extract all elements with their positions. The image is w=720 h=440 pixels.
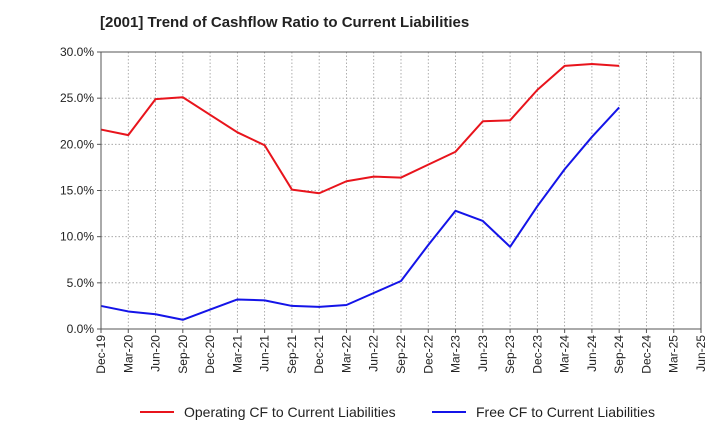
y-tick-label: 20.0% bbox=[60, 137, 94, 151]
x-tick-label: Dec-24 bbox=[639, 335, 653, 374]
x-tick-label: Sep-21 bbox=[285, 335, 299, 374]
legend-item-free-cf: Free CF to Current Liabilities bbox=[432, 404, 655, 420]
x-tick-label: Jun-24 bbox=[585, 335, 599, 372]
y-tick-label: 30.0% bbox=[60, 45, 94, 59]
series-lines bbox=[100, 63, 620, 321]
x-tick-label: Mar-24 bbox=[558, 335, 572, 373]
series-line-operating-cf bbox=[100, 63, 620, 195]
x-tick-label: Dec-23 bbox=[530, 335, 544, 374]
x-tick-label: Jun-25 bbox=[694, 335, 708, 372]
series-line-free-cf bbox=[100, 106, 620, 321]
y-tick-label: 5.0% bbox=[67, 276, 95, 290]
y-axis-ticks: 0.0% 5.0% 10.0% 15.0% 20.0% 25.0% 30.0% bbox=[60, 45, 101, 336]
x-tick-label: Dec-20 bbox=[203, 335, 217, 374]
x-tick-label: Mar-22 bbox=[339, 335, 353, 373]
x-tick-label: Jun-22 bbox=[367, 335, 381, 372]
legend: Operating CF to Current Liabilities Free… bbox=[0, 404, 720, 426]
legend-label-operating-cf: Operating CF to Current Liabilities bbox=[184, 404, 396, 420]
chart-title: [2001] Trend of Cashflow Ratio to Curren… bbox=[100, 14, 470, 31]
y-tick-label: 10.0% bbox=[60, 230, 94, 244]
x-tick-label: Sep-24 bbox=[612, 335, 626, 374]
x-tick-label: Sep-23 bbox=[503, 335, 517, 374]
y-tick-label: 15.0% bbox=[60, 184, 94, 198]
x-tick-label: Jun-21 bbox=[258, 335, 272, 372]
legend-item-operating-cf: Operating CF to Current Liabilities bbox=[140, 404, 396, 420]
x-tick-label: Mar-23 bbox=[449, 335, 463, 373]
x-tick-label: Sep-22 bbox=[394, 335, 408, 374]
y-tick-label: 25.0% bbox=[60, 91, 94, 105]
y-tick-label: 0.0% bbox=[67, 322, 95, 336]
x-axis-ticks: Dec-19 Mar-20 Jun-20 Sep-20 Dec-20 Mar-21 Jun-… bbox=[94, 329, 708, 374]
x-tick-label: Jun-20 bbox=[149, 335, 163, 372]
legend-swatch-free-cf bbox=[432, 411, 466, 413]
x-tick-label: Mar-20 bbox=[121, 335, 135, 373]
x-tick-label: Mar-25 bbox=[667, 335, 681, 373]
x-tick-label: Dec-19 bbox=[94, 335, 108, 374]
x-tick-label: Sep-20 bbox=[176, 335, 190, 374]
legend-label-free-cf: Free CF to Current Liabilities bbox=[476, 404, 655, 420]
x-tick-label: Jun-23 bbox=[476, 335, 490, 372]
x-tick-label: Mar-21 bbox=[230, 335, 244, 373]
legend-swatch-operating-cf bbox=[140, 411, 174, 413]
x-tick-label: Dec-22 bbox=[421, 335, 435, 374]
x-tick-label: Dec-21 bbox=[312, 335, 326, 374]
